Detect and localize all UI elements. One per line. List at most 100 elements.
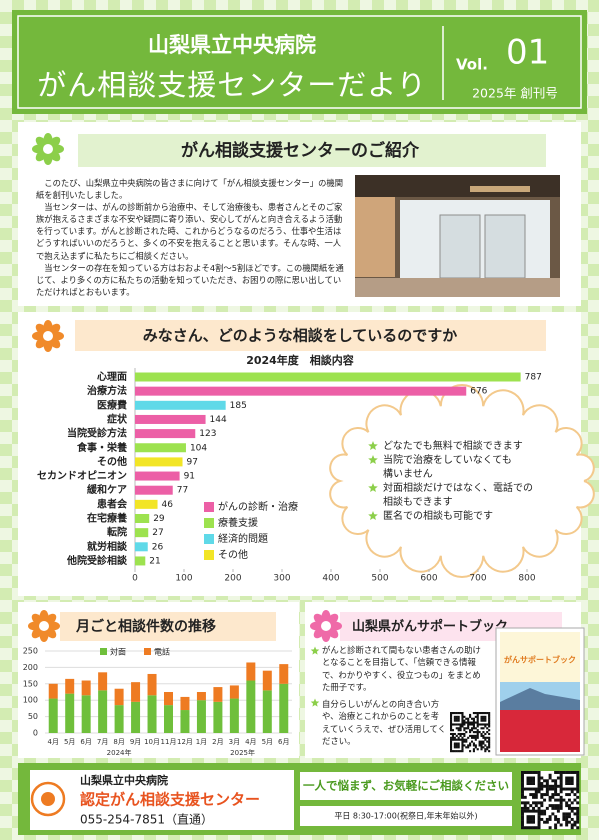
x-tick-label: 400 (322, 574, 339, 584)
qr-cell (453, 732, 456, 736)
qr-cell (450, 712, 453, 715)
qr-cell (474, 731, 477, 734)
qr-cell (459, 725, 462, 728)
bar (135, 542, 148, 552)
qr-cell (467, 719, 470, 722)
qr-cell (453, 744, 456, 747)
qr-cell (488, 736, 491, 739)
qr-cell (480, 740, 483, 743)
qr-cell (540, 787, 544, 791)
qr-cell (472, 734, 475, 737)
qr-cell (474, 712, 477, 715)
qr-cell (467, 723, 470, 726)
qr-cell (476, 734, 479, 737)
qr-cell (576, 826, 580, 830)
qr-cell (526, 826, 530, 830)
qr-cell (461, 717, 464, 720)
category-label: 心理面 (97, 371, 127, 383)
qr-cell (554, 806, 558, 810)
qr-cell (461, 744, 464, 747)
header-frame (17, 15, 582, 109)
qr-cell (480, 746, 483, 749)
qr-cell (526, 782, 530, 786)
qr-cell (450, 713, 453, 717)
qr-cell (559, 801, 563, 805)
qr-cell (526, 817, 530, 821)
qr-cell (463, 723, 466, 726)
qr-cell (526, 806, 530, 810)
qr-cell (474, 746, 477, 749)
intro-text: このたび、山梨県立中央病院の皆さまに向けて「がん相談支援センター」の機関紙を創刊… (36, 177, 348, 298)
qr-cell (474, 721, 477, 724)
qr-cell (556, 776, 560, 780)
qr-cell (459, 734, 462, 737)
qr-cell (457, 717, 460, 720)
x-tick-label: 12月 (177, 738, 193, 746)
qr-cell (480, 742, 483, 745)
qr-cell (450, 727, 453, 730)
qr-cell (476, 723, 479, 726)
qr-cell (459, 732, 462, 736)
qr-cell (573, 820, 577, 824)
bar-segment (164, 692, 173, 706)
qr-cell (532, 771, 536, 774)
qr-cell (551, 795, 555, 799)
heading-band (60, 612, 276, 641)
bar-segment (147, 695, 157, 733)
qr-cell (486, 723, 489, 726)
book-cover: がんサポートブック (495, 627, 585, 756)
bar-segment (81, 695, 91, 733)
qr-cell (548, 776, 552, 780)
qr-cell (465, 717, 468, 720)
qr-cell (570, 817, 574, 821)
qr-cell (537, 823, 541, 827)
qr-cell (521, 806, 524, 810)
qr-cell (529, 771, 533, 774)
qr-cell (450, 744, 453, 747)
bar-segment (262, 690, 272, 733)
qr-cell (488, 719, 491, 722)
footer-hours: 平日 8:30-17:00(祝祭日,年末年始以外) (334, 811, 477, 821)
qr-cell (521, 795, 524, 799)
qr-cell (559, 795, 563, 799)
qr-cell (476, 721, 479, 724)
category-label: 就労相談 (87, 540, 128, 553)
qr-cell (537, 815, 541, 819)
qr-cell (554, 798, 558, 802)
qr-cell (484, 748, 487, 751)
category-label: 他院受診相談 (66, 554, 128, 567)
qr-cell (469, 729, 472, 732)
category-label: 食事・栄養 (76, 441, 127, 454)
speech-cloud (329, 384, 595, 578)
qr-cell (469, 715, 472, 718)
qr-cell (461, 732, 464, 736)
qr-cell (457, 750, 460, 753)
qr-cell (537, 801, 541, 805)
qr-cell (455, 723, 458, 726)
qr-cell (554, 790, 558, 794)
qr-cell (461, 713, 464, 717)
bullet-star (368, 455, 378, 464)
qr-cell (482, 717, 485, 720)
qr-cell (521, 809, 524, 813)
legend-label: がんの診断・治療 (218, 500, 298, 513)
qr-cell (521, 815, 524, 819)
qr-cell (461, 746, 464, 749)
qr-cell (484, 738, 487, 741)
qr-cell (450, 748, 453, 751)
qr-cell (523, 771, 527, 774)
legend-label: 対面 (110, 647, 126, 657)
bullet-star (368, 441, 378, 450)
value-label: 46 (162, 500, 174, 510)
qr-cell (476, 715, 479, 718)
qr-cell (469, 750, 472, 753)
qr-cell (567, 782, 571, 786)
qr-cell (476, 725, 479, 728)
qr-cell (567, 806, 571, 810)
qr-cell (537, 809, 541, 813)
category-label: 患者会 (97, 497, 127, 510)
monthly-heading: 月ごと相談件数の推移 (75, 618, 216, 635)
qr-cell (480, 748, 483, 751)
qr-cell (484, 715, 487, 718)
qr-cell (469, 742, 472, 745)
